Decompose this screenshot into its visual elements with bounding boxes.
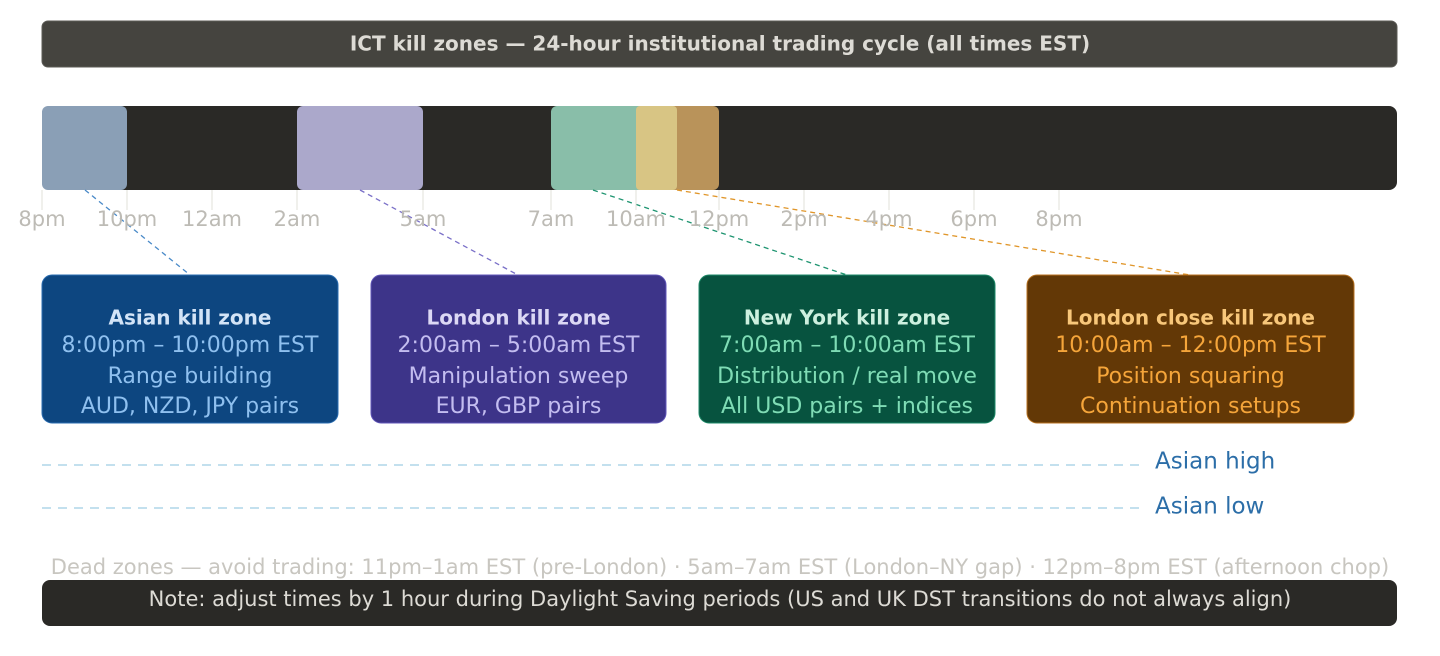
tick-label: 6pm bbox=[950, 207, 997, 231]
zone-card bbox=[698, 274, 996, 424]
zone-line: Distribution / real move bbox=[717, 364, 977, 389]
levels bbox=[42, 464, 1140, 509]
zone-time: 2:00am – 5:00am EST bbox=[398, 333, 640, 358]
level-label: Asian high bbox=[1155, 449, 1275, 475]
zone-title: New York kill zone bbox=[744, 306, 950, 330]
overlap-block bbox=[636, 106, 677, 190]
tick-label: 4pm bbox=[865, 207, 912, 231]
zone-time: 8:00pm – 10:00pm EST bbox=[62, 333, 319, 358]
zone-line: Position squaring bbox=[1096, 364, 1285, 389]
zone-line: Continuation setups bbox=[1080, 394, 1301, 419]
connector bbox=[676, 189, 1191, 276]
tick-label: 10pm bbox=[97, 207, 158, 231]
asian-block bbox=[42, 106, 127, 190]
connector bbox=[592, 189, 848, 276]
zone-line: AUD, NZD, JPY pairs bbox=[81, 394, 299, 419]
zone-card bbox=[41, 274, 339, 424]
title: ICT kill zones — 24-hour institutional t… bbox=[350, 32, 1090, 56]
tick-label: 8pm bbox=[1035, 207, 1082, 231]
zone-time: 10:00am – 12:00pm EST bbox=[1055, 333, 1326, 358]
note: Note: adjust times by 1 hour during Dayl… bbox=[149, 587, 1292, 611]
connectors bbox=[84, 189, 1191, 276]
footer-box bbox=[42, 580, 1397, 626]
zone-line: Manipulation sweep bbox=[409, 364, 629, 389]
level-label: Asian low bbox=[1155, 494, 1264, 520]
tick-label: 10am bbox=[606, 207, 666, 231]
london-block bbox=[297, 106, 423, 190]
tick-label: 5am bbox=[400, 207, 447, 231]
zone-card bbox=[1026, 274, 1355, 424]
zone-card bbox=[370, 274, 667, 424]
zone-line: EUR, GBP pairs bbox=[436, 394, 602, 419]
zone-time: 7:00am – 10:00am EST bbox=[719, 333, 975, 358]
zone-line: Range building bbox=[108, 364, 273, 389]
tick-label: 7am bbox=[528, 207, 575, 231]
title-bar bbox=[41, 20, 1398, 68]
zone-title: London close kill zone bbox=[1066, 306, 1315, 330]
connector bbox=[84, 189, 191, 276]
zone-line: All USD pairs + indices bbox=[721, 394, 973, 419]
tick-label: 2am bbox=[274, 207, 321, 231]
tick-label: 12pm bbox=[689, 207, 750, 231]
dead-zones: Dead zones — avoid trading: 11pm–1am EST… bbox=[51, 555, 1389, 579]
tick-label: 12am bbox=[182, 207, 242, 231]
zone-title: London kill zone bbox=[427, 306, 611, 330]
zone-title: Asian kill zone bbox=[109, 306, 272, 330]
tick-label: 8pm bbox=[18, 207, 65, 231]
timeline-bar bbox=[42, 106, 1397, 190]
tick-label: 2pm bbox=[780, 207, 827, 231]
connector bbox=[359, 189, 519, 276]
